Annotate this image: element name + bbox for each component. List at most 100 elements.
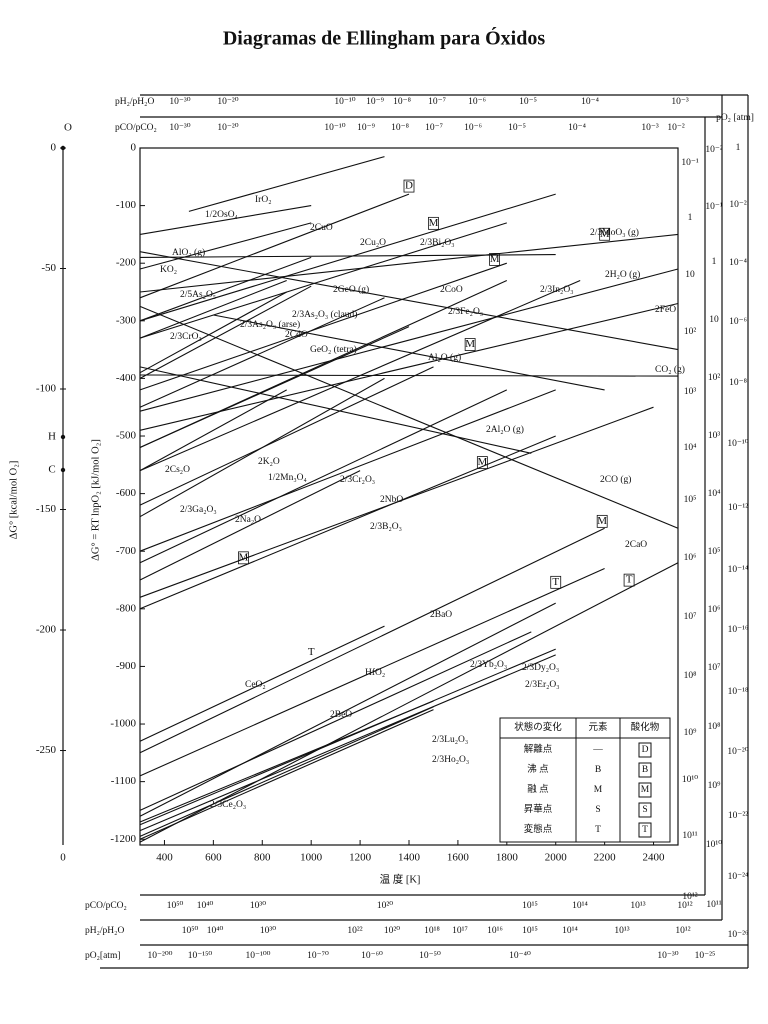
transition-box [550, 575, 562, 589]
legend-cell: T [642, 825, 648, 835]
legend-cell: 沸 点 [527, 763, 549, 775]
scale-label: 10⁻³ [671, 97, 689, 107]
scale-label: 10²² [347, 926, 362, 936]
scale-label: 10⁻⁹ [357, 123, 376, 133]
transition-marker: T [308, 646, 315, 658]
scale-label: 10⁻⁶⁰ [361, 951, 383, 961]
oxide-line [139, 193, 556, 322]
scale-label: 1 [688, 213, 693, 223]
scale-label: 10⁸ [684, 671, 697, 681]
y2-tick-label: -150 [36, 503, 57, 515]
scale-label: 10⁶ [708, 605, 721, 615]
transition-box [238, 551, 249, 565]
transition-marker: M [597, 515, 607, 527]
transition-box [403, 179, 415, 193]
scale-label: 10⁻¹⁰ [334, 97, 355, 107]
y2-tick-label: -250 [36, 744, 57, 756]
scale-label: 10⁻² [705, 145, 723, 155]
scale-label: 10⁹ [684, 728, 698, 738]
scale-label: 10⁻⁸ [729, 378, 747, 388]
legend-cell: D [642, 745, 649, 755]
scale-label: 10² [708, 373, 721, 383]
x-tick-label: 2400 [643, 852, 666, 864]
y-tick-label: -100 [116, 199, 137, 211]
oxide-line [139, 706, 434, 837]
line-label: 2/3Yb₂O₃ [470, 660, 507, 670]
scale-label: 10¹¹ [706, 900, 721, 910]
scale-label: 10⁻⁴ [729, 258, 748, 268]
scale-title: pH₂/pH₂O [115, 97, 154, 107]
oxide-line [139, 700, 434, 823]
scale-label: 10⁻³⁰ [657, 951, 678, 961]
line-label: 2/3In₂O₃ [540, 285, 574, 295]
oxide-line [139, 435, 556, 610]
scale-label: 10⁻¹² [728, 503, 748, 513]
oxide-line [213, 314, 605, 391]
scale-label: 10¹⁴ [562, 926, 578, 936]
scale-label: 10 [709, 315, 719, 325]
scale-label: 10⁻³⁰ [169, 97, 190, 107]
y-tick-label: -1100 [111, 775, 137, 787]
line-label: 2/3Cr₂O₃ [340, 475, 375, 485]
reference-dot [60, 467, 66, 473]
scale-label: 10²⁰ [384, 926, 400, 936]
reference-label: H [48, 431, 56, 443]
scale-label: 10⁻³ [641, 123, 659, 133]
scale-label: 10⁻⁶ [468, 97, 486, 107]
scale-label: 10⁻²² [728, 811, 748, 821]
y-tick-label: -1200 [110, 833, 136, 845]
scale-label: 10⁻² [729, 200, 747, 210]
transition-marker: D [405, 180, 413, 192]
oxide-line [139, 470, 361, 581]
legend-cell: T [595, 825, 601, 835]
scale-label: 10⁻²⁴ [728, 872, 749, 882]
legend-table [499, 717, 671, 843]
line-label: 2/3B₂O₃ [370, 522, 402, 532]
scale-label: 10³⁰ [260, 926, 276, 936]
line-label: 2/3Ga₂O₃ [180, 505, 217, 515]
line-label: 2CO (g) [600, 474, 631, 485]
oxide-line [139, 366, 532, 454]
scale-label: 10 [685, 270, 695, 280]
line-label: 2K₂O [258, 457, 280, 467]
oxide-line [139, 374, 679, 377]
line-label: 2/3MoO₃ (g) [590, 227, 639, 238]
scale-label: 10¹⁵ [522, 926, 538, 936]
line-label: 2CoO [440, 285, 463, 295]
x-tick-label: 400 [156, 852, 173, 864]
y-tick-label: -500 [116, 430, 137, 442]
scale-label: 1 [736, 143, 741, 153]
scale-label: 1 [712, 257, 717, 267]
scale-label: 10⁴ [708, 489, 722, 499]
scale-label: 10⁻² [667, 123, 685, 133]
transition-box [596, 514, 608, 528]
scale-label: 10⁻²⁰ [727, 747, 748, 757]
scale-label: 10⁻²⁰ [217, 123, 238, 133]
reference-dot [60, 145, 66, 151]
reference-dot [60, 434, 66, 440]
scale-label: 10¹⁰ [706, 840, 722, 850]
legend-cell: S [642, 805, 647, 815]
scale-label: 10¹⁵ [522, 901, 538, 911]
scale-label: 10⁻¹⁸ [728, 687, 749, 697]
legend-cell: 変態点 [524, 823, 553, 835]
line-label: AlO₂ (g) [172, 247, 205, 258]
oxide-line [139, 567, 605, 777]
legend-cell: M [641, 785, 650, 795]
line-label: 2FeO [655, 305, 676, 315]
legend-cell: 昇華点 [524, 803, 553, 815]
line-label: 2/3Lu₂O₃ [432, 735, 468, 745]
oxide-line [139, 222, 312, 270]
line-label: 2BeO [330, 710, 352, 720]
oxide-line [139, 389, 508, 564]
oxide-line [139, 389, 556, 552]
oxide-line [139, 251, 679, 351]
scale-label: 10² [684, 327, 697, 337]
y2-tick-label: 0 [51, 142, 57, 154]
transition-box [599, 227, 611, 241]
y2-axis-title: ΔG° [kcal/mol O₂] [8, 461, 19, 540]
legend-cell: M [594, 785, 603, 795]
line-label: 2/3Bi₂O₃ [420, 238, 455, 248]
line-label: GeO₂ (tetra) [310, 344, 357, 355]
